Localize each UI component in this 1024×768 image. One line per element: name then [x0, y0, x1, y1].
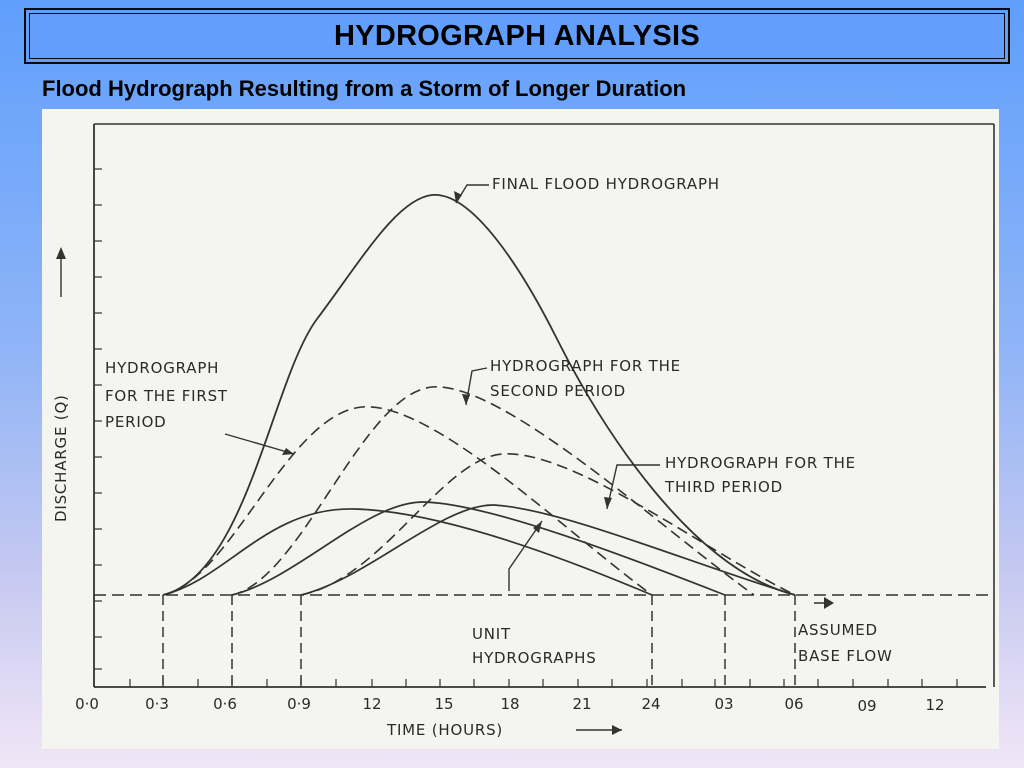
label-unit-line1: UNIT	[472, 625, 511, 643]
y-axis-arrow-icon	[56, 247, 66, 259]
label-second-period-line2: SECOND PERIOD	[490, 382, 626, 400]
label-first-period-line3: PERIOD	[105, 413, 167, 431]
label-base-flow-line2: BASE FLOW	[798, 647, 893, 665]
title-box: HYDROGRAPH ANALYSIS	[24, 8, 1010, 64]
x-axis-ticks	[93, 679, 958, 687]
x-tick-label: 0·3	[145, 695, 169, 713]
unit-hydrograph-first	[162, 508, 653, 596]
x-axis-title: TIME (HOURS)	[386, 721, 503, 739]
label-base-flow-line1: ASSUMED	[798, 621, 878, 639]
label-unit-line2: HYDROGRAPHS	[472, 649, 597, 667]
label-third-period-line1: HYDROGRAPH FOR THE	[665, 454, 856, 472]
x-tick-label: 06	[784, 695, 803, 713]
unit-hydrograph-third	[300, 504, 796, 596]
x-tick-label: 0·0	[75, 695, 99, 713]
hydrograph-third-period	[300, 453, 796, 596]
x-tick-label: 12	[925, 696, 944, 714]
x-axis-arrow-icon	[612, 725, 622, 735]
slide-subtitle: Flood Hydrograph Resulting from a Storm …	[42, 76, 687, 101]
hydrograph-figure: FINAL FLOOD HYDROGRAPH HYDROGRAPH FOR TH…	[42, 109, 999, 749]
slide-title: HYDROGRAPH ANALYSIS	[333, 19, 701, 52]
x-tick-label: 03	[714, 695, 733, 713]
hydrograph-second-period	[231, 386, 755, 596]
x-tick-label: 15	[434, 695, 453, 713]
label-second-period-line1: HYDROGRAPH FOR THE	[490, 357, 681, 375]
label-third-period-line2: THIRD PERIOD	[664, 478, 783, 496]
leader-lines	[224, 184, 832, 604]
title-inner-border: HYDROGRAPH ANALYSIS	[29, 13, 1005, 59]
label-first-period-line2: FOR THE FIRST	[105, 387, 228, 405]
unit-hydrograph-second	[231, 501, 726, 596]
final-flood-hydrograph	[162, 194, 796, 596]
x-tick-label: 0·9	[287, 695, 311, 713]
hydrograph-diagram: FINAL FLOOD HYDROGRAPH HYDROGRAPH FOR TH…	[52, 123, 995, 739]
x-tick-label: 24	[641, 695, 660, 713]
x-tick-labels: 0·0 0·3 0·6 0·9 12 15 18 21 24 03 06 09 …	[75, 695, 944, 715]
y-axis-ticks	[94, 168, 102, 670]
hydrograph-first-period	[162, 406, 653, 596]
y-axis-title: DISCHARGE (Q)	[52, 394, 70, 522]
label-first-period-line1: HYDROGRAPH	[105, 359, 219, 377]
x-tick-label: 12	[362, 695, 381, 713]
x-tick-label: 09	[857, 697, 876, 715]
x-tick-label: 0·6	[213, 695, 237, 713]
x-tick-label: 18	[500, 695, 519, 713]
x-tick-label: 21	[572, 695, 591, 713]
label-final-flood-hydrograph: FINAL FLOOD HYDROGRAPH	[492, 175, 720, 193]
arrow-heads	[282, 191, 834, 609]
